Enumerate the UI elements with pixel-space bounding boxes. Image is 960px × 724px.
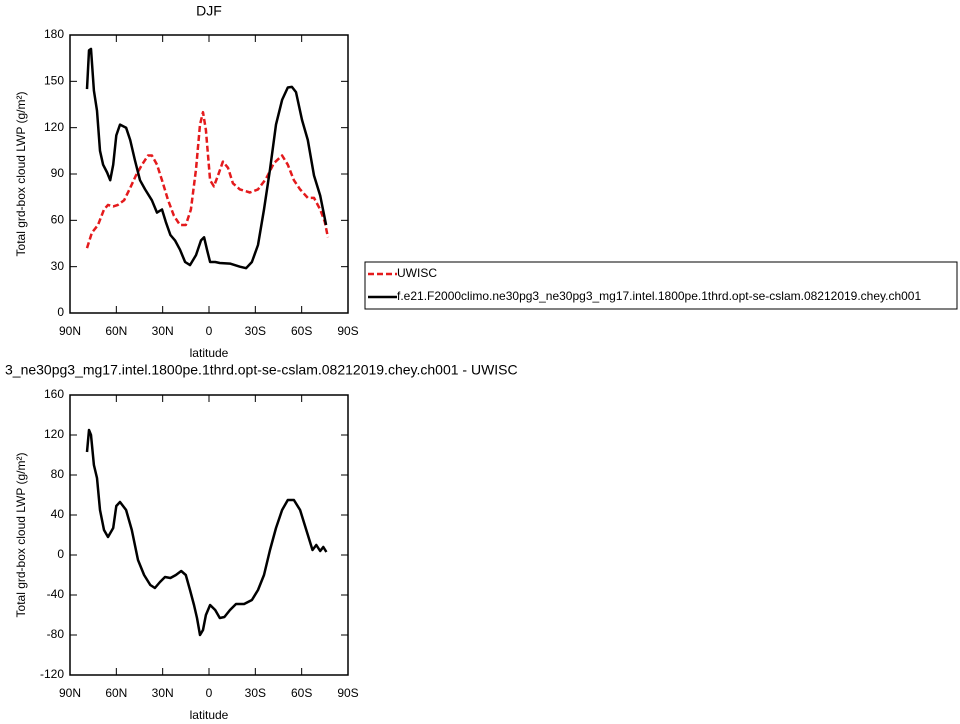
x-tick-label: 30S <box>245 686 266 700</box>
legend-label: UWISC <box>397 266 437 280</box>
y-tick-label: 160 <box>44 387 64 401</box>
x-axis-label: latitude <box>190 346 229 360</box>
x-tick-label: 60N <box>105 324 127 338</box>
x-tick-label: 0 <box>206 324 213 338</box>
y-axis-label: Total grd-box cloud LWP (g/m²) <box>14 453 28 618</box>
x-tick-label: 0 <box>206 686 213 700</box>
x-axis-label: latitude <box>190 708 229 722</box>
y-tick-label: 90 <box>51 166 65 180</box>
x-tick-label: 60N <box>105 686 127 700</box>
y-tick-label: 60 <box>51 213 65 227</box>
chart-title: DJF <box>196 3 222 19</box>
y-tick-label: 0 <box>57 305 64 319</box>
data-line <box>85 428 328 637</box>
x-tick-label: 30S <box>245 324 266 338</box>
chart-title: 3_ne30pg3_mg17.intel.1800pe.1thrd.opt-se… <box>5 362 518 378</box>
y-tick-label: -120 <box>40 667 64 681</box>
x-tick-label: 90S <box>337 686 358 700</box>
y-axis-label: Total grd-box cloud LWP (g/m²) <box>14 92 28 257</box>
y-tick-label: 40 <box>51 507 65 521</box>
y-tick-label: -40 <box>47 587 65 601</box>
y-tick-label: 150 <box>44 74 64 88</box>
x-tick-label: 60S <box>291 324 312 338</box>
y-tick-label: 120 <box>44 120 64 134</box>
plot-frame <box>69 394 349 676</box>
x-tick-label: 90S <box>337 324 358 338</box>
data-line <box>85 110 330 249</box>
x-tick-label: 30N <box>152 686 174 700</box>
y-tick-label: -80 <box>47 627 65 641</box>
x-tick-label: 90N <box>59 686 81 700</box>
legend-box <box>364 261 958 310</box>
y-tick-label: 120 <box>44 427 64 441</box>
x-tick-label: 30N <box>152 324 174 338</box>
x-tick-label: 60S <box>291 686 312 700</box>
legend-label: f.e21.F2000climo.ne30pg3_ne30pg3_mg17.in… <box>397 289 921 303</box>
y-tick-label: 30 <box>51 259 65 273</box>
y-tick-label: 180 <box>44 27 64 41</box>
x-tick-label: 90N <box>59 324 81 338</box>
y-tick-label: 80 <box>51 467 65 481</box>
data-line <box>85 47 328 270</box>
y-tick-label: 0 <box>57 547 64 561</box>
